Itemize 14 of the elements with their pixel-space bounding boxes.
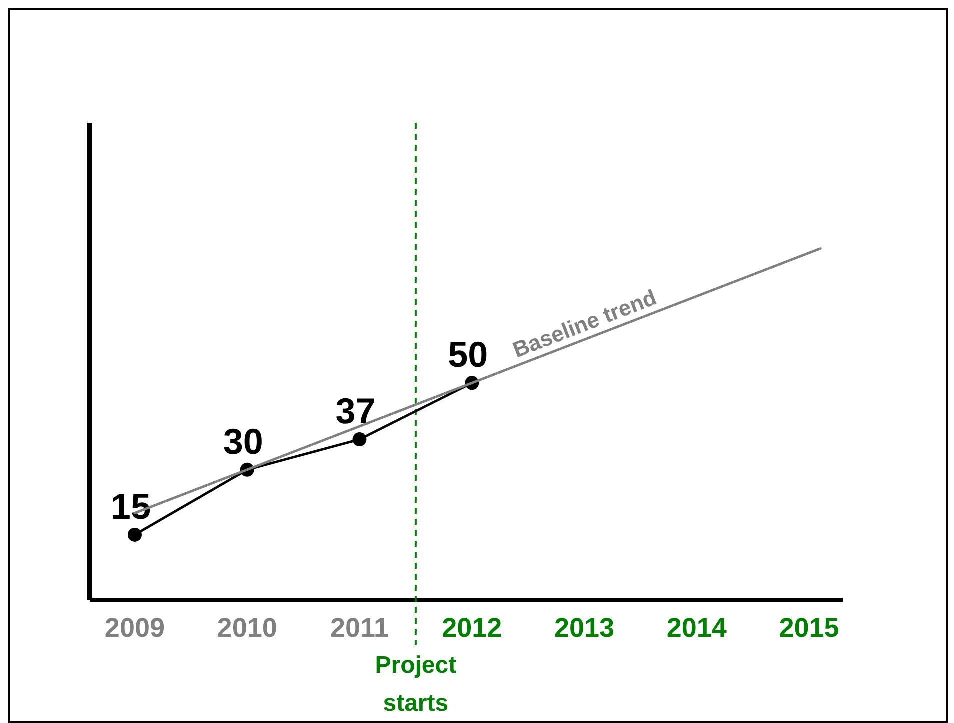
- point: [352, 432, 367, 447]
- data-label: 50: [448, 334, 488, 376]
- x-tick-label: 2012: [442, 613, 502, 644]
- data-label: 37: [336, 390, 376, 432]
- x-tick-label: 2014: [666, 613, 727, 644]
- ref-line-label: Project starts: [375, 652, 457, 717]
- x-tick-label: 2010: [217, 613, 278, 644]
- data-label: 30: [223, 420, 264, 462]
- x-tick-label: 2009: [104, 613, 165, 644]
- x-tick-label: 2013: [554, 613, 615, 644]
- point: [128, 528, 142, 542]
- x-tick-label: 2015: [779, 613, 840, 644]
- data-label: 15: [110, 486, 151, 527]
- x-tick-label: 2011: [330, 613, 390, 644]
